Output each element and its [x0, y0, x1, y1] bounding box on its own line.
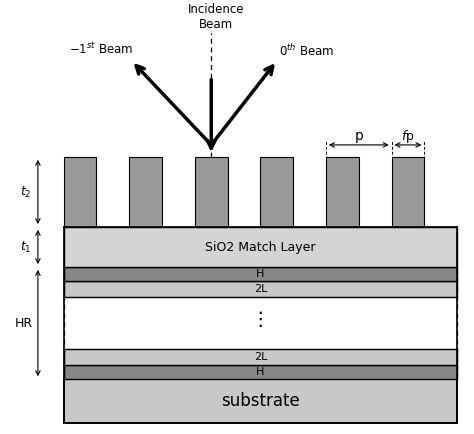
Text: $0^{th}$ Beam: $0^{th}$ Beam	[279, 43, 334, 59]
Bar	[195, 157, 228, 227]
Bar	[326, 157, 359, 227]
Bar	[64, 349, 457, 365]
Text: $-1^{st}$ Beam: $-1^{st}$ Beam	[69, 41, 133, 57]
Bar	[392, 157, 424, 227]
Bar	[64, 365, 457, 379]
Text: H: H	[256, 367, 264, 377]
Text: p: p	[355, 129, 363, 143]
Bar	[64, 281, 457, 297]
Bar	[129, 157, 162, 227]
Bar	[64, 227, 457, 267]
Text: $t_1$: $t_1$	[20, 240, 32, 255]
Text: $f$p: $f$p	[401, 128, 415, 145]
Bar	[64, 267, 457, 281]
Bar	[64, 157, 457, 227]
Bar	[64, 157, 97, 227]
Bar	[260, 157, 293, 227]
Text: substrate: substrate	[221, 392, 300, 410]
Text: H: H	[256, 269, 264, 279]
Text: 2L: 2L	[254, 352, 267, 362]
Bar	[64, 379, 457, 423]
Text: $t_2$: $t_2$	[20, 184, 32, 200]
Text: Incidence
Beam: Incidence Beam	[188, 3, 244, 31]
Text: ⋮: ⋮	[251, 309, 270, 329]
Text: SiO2 Match Layer: SiO2 Match Layer	[205, 240, 316, 253]
Text: HR: HR	[15, 316, 33, 329]
Text: 2L: 2L	[254, 284, 267, 294]
